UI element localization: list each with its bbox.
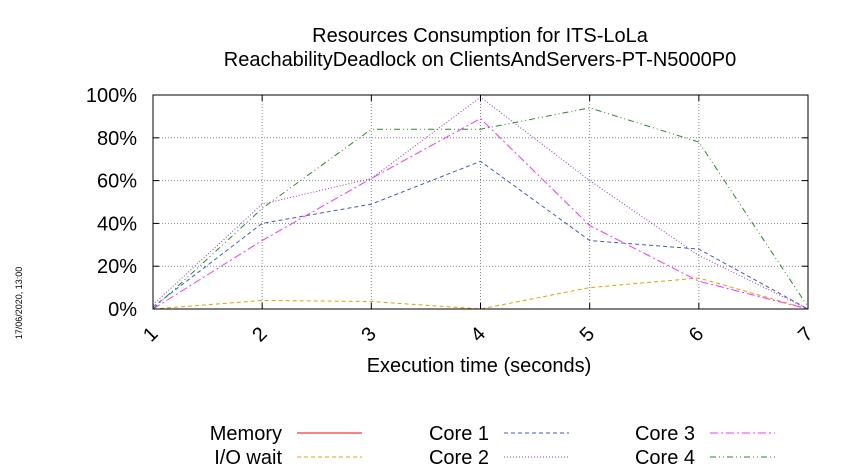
x-axis-label: Execution time (seconds): [367, 355, 592, 377]
timestamp-label: 17/06/2020, 13:00: [14, 267, 24, 340]
x-tick-label: 3: [357, 323, 380, 346]
plot-frame: [152, 94, 809, 310]
chart-subtitle: ReachabilityDeadlock on ClientsAndServer…: [224, 49, 736, 71]
series-line-core-4: [152, 107, 809, 310]
legend-label: Core 1: [429, 423, 489, 445]
legend-entry: I/O wait: [214, 447, 362, 469]
legend-label: I/O wait: [214, 447, 282, 469]
y-tick-label: 80%: [97, 128, 137, 150]
legend-label: Core 3: [635, 423, 695, 445]
legend-entry: Memory: [210, 423, 362, 445]
y-tick-label: 0%: [108, 299, 137, 321]
y-tick-label: 20%: [97, 256, 137, 278]
x-tick-label: 5: [576, 323, 599, 346]
x-tick-label: 1: [139, 323, 162, 346]
legend-entry: Core 2: [429, 447, 569, 469]
series-line-i-o-wait: [152, 277, 809, 310]
legend-label: Core 4: [635, 447, 695, 469]
legend-label: Memory: [210, 423, 282, 445]
legend-label: Core 2: [429, 447, 489, 469]
y-tick-label: 60%: [97, 171, 137, 193]
y-tick-label: 40%: [97, 213, 137, 235]
legend-entry: Core 4: [635, 447, 775, 469]
x-tick-label: 4: [467, 323, 490, 346]
chart-title: Resources Consumption for ITS-LoLa: [312, 25, 649, 47]
y-tick-label: 100%: [86, 85, 137, 107]
series-line-core-3: [152, 117, 809, 310]
x-tick-label: 2: [248, 323, 271, 346]
legend-entry: Core 1: [429, 423, 569, 445]
grid-layer: [153, 95, 808, 309]
x-tick-label: 7: [794, 323, 817, 346]
ticks-layer: 0% 20% 40% 60% 80% 100% 1 2 3 4 5 6 7: [86, 85, 818, 346]
legend-entry: Core 3: [635, 423, 775, 445]
series-line-core-1: [152, 160, 809, 310]
x-tick-label: 6: [685, 323, 708, 346]
